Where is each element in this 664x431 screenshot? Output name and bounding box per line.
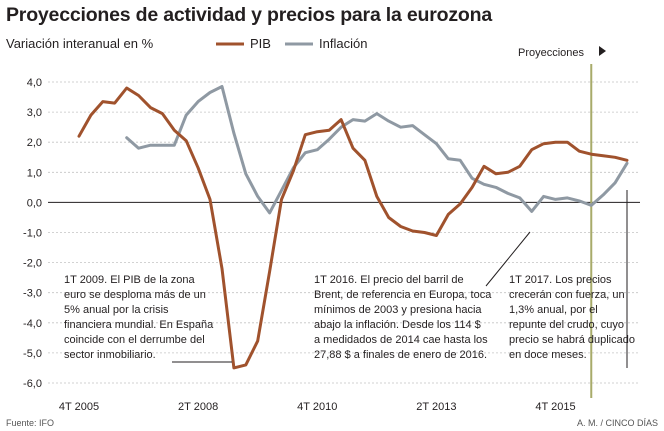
inflacion-line [125,85,629,215]
annotation-2016-connector [485,231,531,287]
y-tick-label: 3,0 [27,107,42,119]
y-tick-label: -1,0 [23,228,42,240]
annotation-2009: 1T 2009. El PIB de la zona euro se despl… [64,274,214,361]
annotation-line: euro se desploma más de un [64,289,206,301]
y-tick-label: -5,0 [23,348,42,360]
y-axis-label: Variación interanual en % [6,36,154,51]
credit-note: A. M. / CINCO DÍAS [577,418,658,428]
y-tick-label: -6,0 [23,378,42,390]
gridlines [48,64,640,398]
annotation-2016: 1T 2016. El precio del barril de Brent, … [314,274,492,361]
annotation-line: 1,3% anual, por el [509,304,598,316]
legend-pib-label: PIB [250,36,271,51]
x-tick-label: 4T 2015 [535,401,575,413]
y-tick-label: 4,0 [27,77,42,89]
annotation-line: Brent, de referencia en Europa, toca [314,289,492,301]
projection-arrow-icon [599,46,606,56]
y-tick-label: -4,0 [23,318,42,330]
source-note: Fuente: IFO [6,418,54,428]
series-lines [77,85,629,370]
y-tick-labels: 4,0 3,0 2,0 1,0 0,0 -1,0 -2,0 -3,0 -4,0 -5,0 -6,0 [23,77,42,390]
y-tick-label: 1,0 [27,167,42,179]
x-tick-label: 4T 2010 [297,401,337,413]
x-tick-label: 4T 2005 [59,401,99,413]
annotation-line: 1T 2016. El precio del barril de [314,274,464,286]
annotation-line: sector inmobiliario. [64,349,156,361]
annotation-2017: 1T 2017. Los precios crecerán con fuerza… [509,274,635,361]
annotation-line: en doce meses. [509,349,587,361]
annotation-line: 1T 2017. Los precios [509,274,612,286]
annotation-line: financiera mundial. En España [64,319,214,331]
x-tick-labels: 4T 2005 2T 2008 4T 2010 2T 2013 4T 2015 [59,401,576,413]
annotation-line: abajo la inflación. Desde los 114 $ [314,319,481,331]
y-tick-label: -2,0 [23,258,42,270]
annotation-line: mínimos de 2003 y presiona hacia [314,304,482,316]
y-tick-label: 0,0 [27,197,42,209]
annotation-line: coincide con el derrumbe del [64,334,205,346]
projection-label: Proyecciones [518,47,585,59]
legend-inflacion-label: Inflación [319,36,367,51]
x-tick-label: 2T 2013 [416,401,456,413]
annotation-line: 5% anual por la crisis [64,304,169,316]
y-tick-label: 2,0 [27,137,42,149]
annotation-line: 1T 2009. El PIB de la zona [64,274,196,286]
annotation-line: precio se habrá duplicado [509,334,635,346]
y-tick-label: -3,0 [23,288,42,300]
pib-line [77,86,629,370]
annotation-line: 27,88 $ a finales de enero de 2016. [314,349,487,361]
annotation-line: crecerán con fuerza, un [509,289,625,301]
annotation-line: repunte del crudo, cuyo [509,319,624,331]
chart-title: Proyecciones de actividad y precios para… [6,4,492,26]
annotation-line: a medidados de 2014 cae hasta los [314,334,488,346]
x-tick-label: 2T 2008 [178,401,218,413]
